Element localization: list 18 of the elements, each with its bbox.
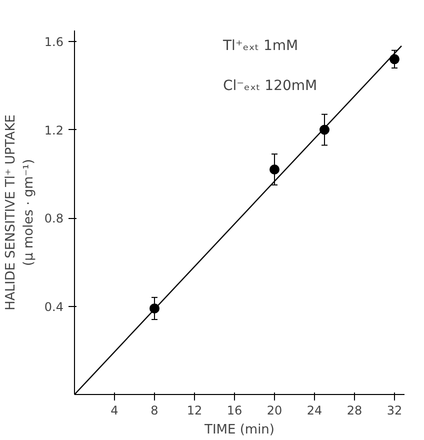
- x-tick-label: 20: [266, 404, 282, 418]
- annotation: Tl⁺ₑₓₜ 1mM: [222, 38, 298, 54]
- x-tick-label: 16: [226, 404, 242, 418]
- y-tick-label: 1.6: [44, 35, 64, 50]
- x-tick-label: 28: [346, 404, 362, 418]
- annotation: Cl⁻ₑₓₜ 120mM: [223, 78, 318, 94]
- x-tick-label: 24: [306, 404, 322, 418]
- x-tick-label: 12: [186, 404, 202, 418]
- y-tick-label: 0.8: [44, 212, 64, 226]
- y-tick-label: 1.2: [44, 123, 64, 138]
- x-tick-label: 32: [386, 404, 402, 418]
- y-tick-label: 0.4: [44, 300, 64, 314]
- point: [390, 54, 400, 64]
- y-axis-title: HALIDE SENSITIVE Tl⁺ UPTAKE (μ moles · gm⁻¹): [3, 114, 36, 310]
- x-axis-title: TIME (min): [204, 422, 274, 438]
- x-tick-label: 8: [150, 404, 158, 418]
- x-tick-label: 4: [110, 404, 118, 418]
- point: [270, 164, 280, 174]
